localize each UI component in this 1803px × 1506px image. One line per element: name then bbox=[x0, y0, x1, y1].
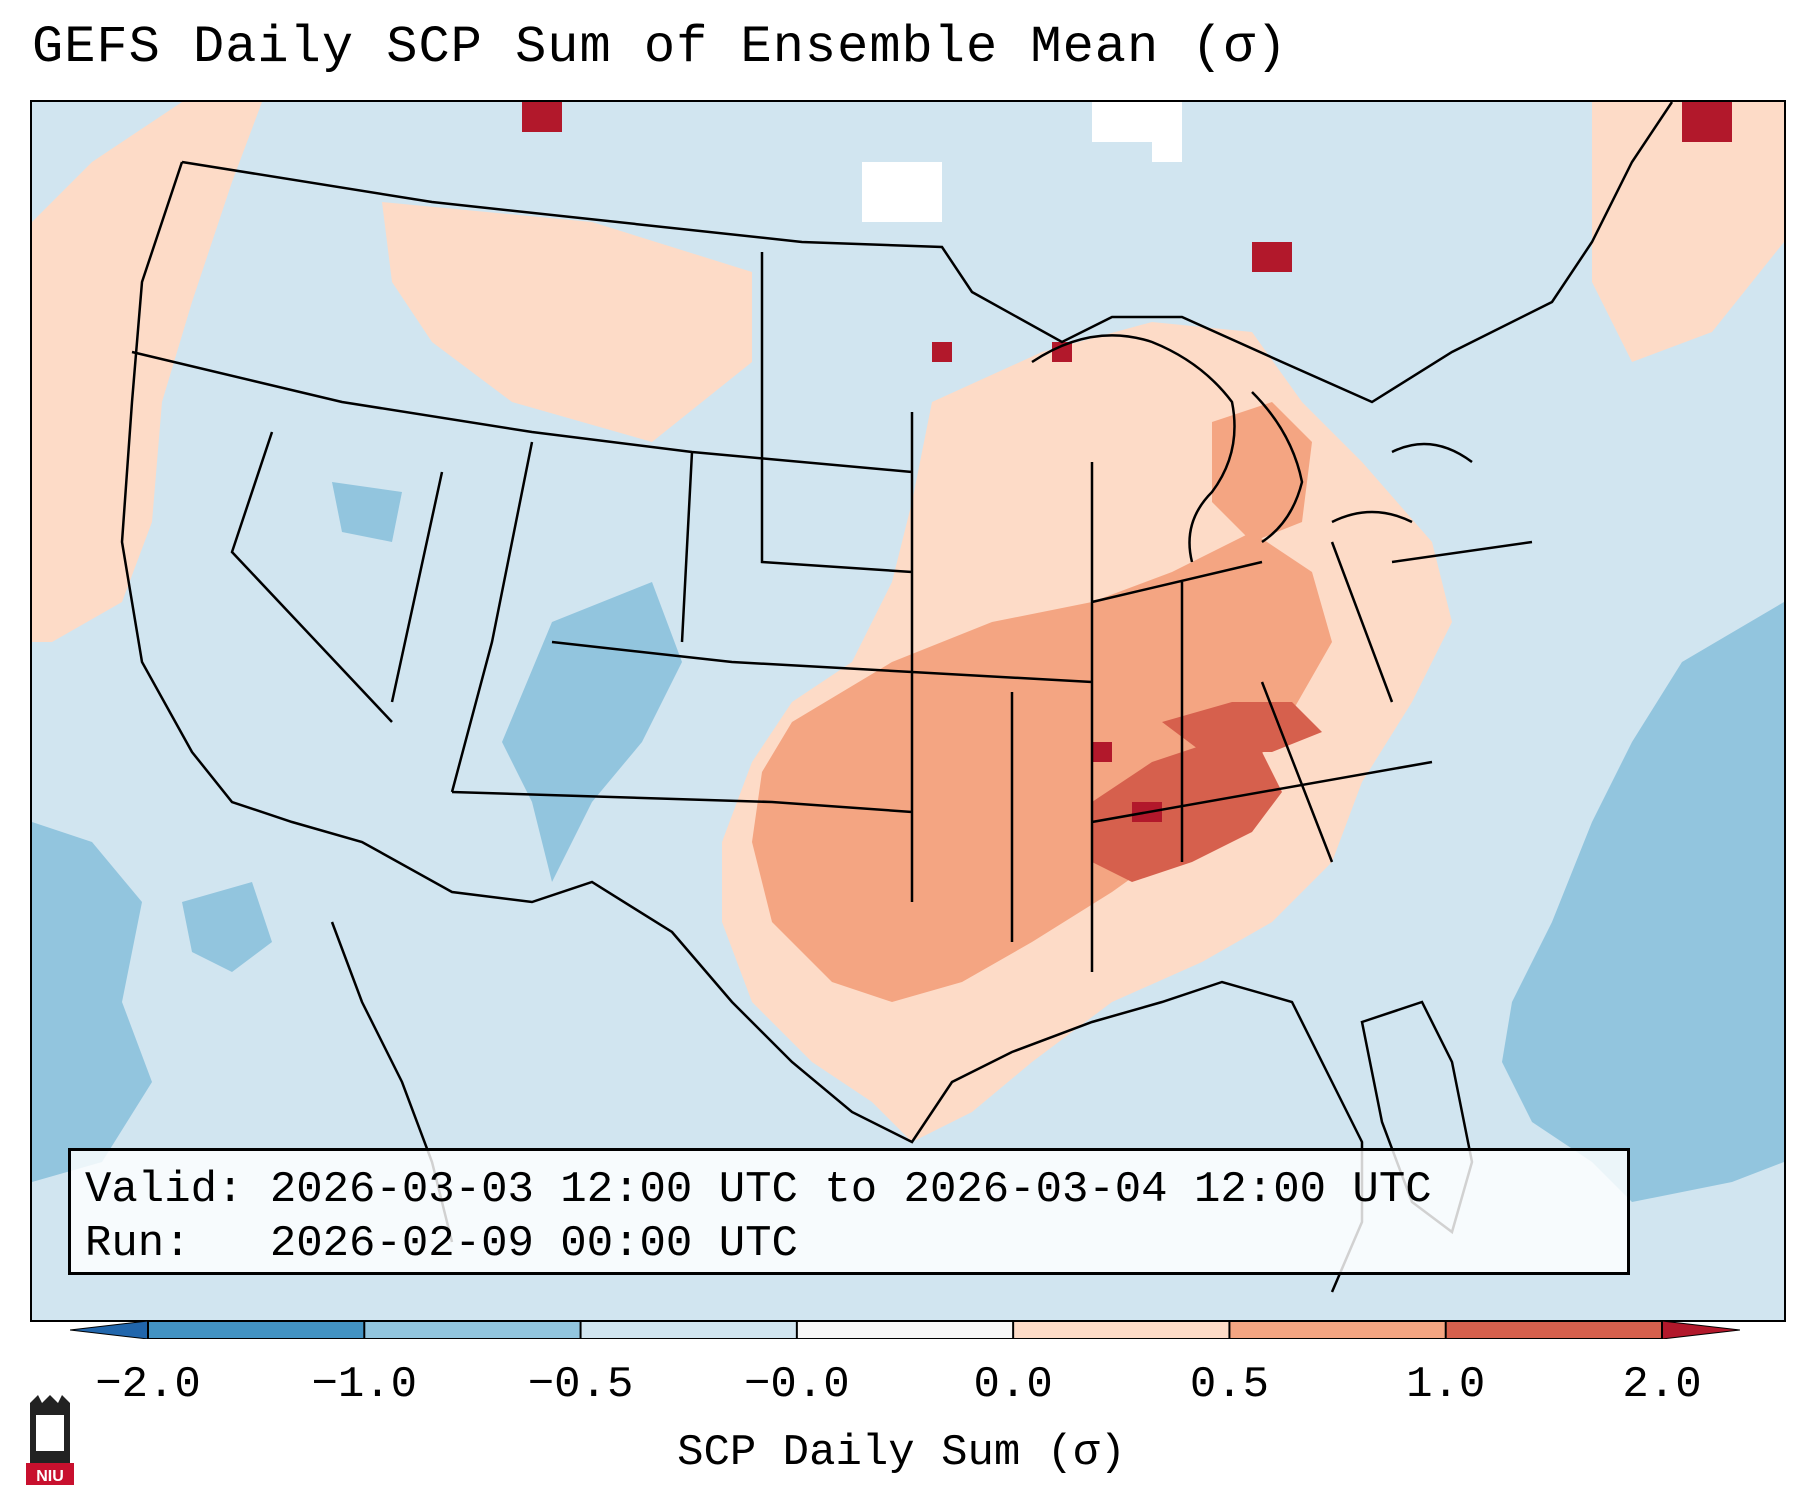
great-lakes-outline bbox=[1031, 334, 1473, 563]
chart-title: GEFS Daily SCP Sum of Ensemble Mean (σ) bbox=[32, 18, 1288, 77]
us-outline bbox=[120, 102, 1674, 1293]
colorbar-tick-label: −0.5 bbox=[527, 1360, 634, 1410]
colorbar-tick-label: 0.0 bbox=[973, 1360, 1053, 1410]
colorbar-segment bbox=[1013, 1321, 1230, 1339]
state-and-country-borders bbox=[120, 102, 1674, 1293]
valid-value: 2026-03-03 12:00 UTC to 2026-03-04 12:00… bbox=[269, 1165, 1432, 1215]
rockies-negative-patch bbox=[502, 582, 682, 882]
tennessee-valley-high-region bbox=[1162, 702, 1322, 752]
nevada-negative-patch bbox=[332, 482, 402, 542]
pacific-negative-patch bbox=[182, 882, 272, 972]
lower-mississippi-high-region bbox=[1092, 742, 1282, 882]
run-row: Run: 2026-02-09 00:00 UTC bbox=[85, 1217, 1627, 1271]
colorbar-segment bbox=[1445, 1321, 1663, 1339]
colorbar-tick-label: −1.0 bbox=[311, 1360, 418, 1410]
run-value: 2026-02-09 00:00 UTC bbox=[269, 1219, 798, 1269]
colorbar-segment bbox=[1229, 1321, 1447, 1339]
logo-text: NIU bbox=[36, 1468, 64, 1485]
valid-time-box: Valid: 2026-03-03 12:00 UTC to 2026-03-0… bbox=[68, 1148, 1630, 1275]
colorbar-under-arrow bbox=[70, 1321, 149, 1339]
colorbar-segment bbox=[580, 1321, 798, 1339]
colorbar-label: SCP Daily Sum (σ) bbox=[677, 1428, 1126, 1478]
colorbar-tick-label: −0.0 bbox=[744, 1360, 850, 1410]
colorbar-tick-label: 2.0 bbox=[1622, 1360, 1702, 1410]
logo-banner-shape bbox=[26, 1463, 74, 1485]
state-border-lines bbox=[131, 252, 1533, 972]
neutral-cells bbox=[862, 102, 1182, 222]
logo-crenel-shape bbox=[30, 1395, 70, 1403]
quebec-positive-region bbox=[1592, 102, 1784, 362]
valid-label: Valid: bbox=[85, 1165, 244, 1215]
extreme-positive-cells bbox=[522, 102, 1732, 822]
colorbar-over-arrow bbox=[1661, 1321, 1740, 1339]
colorbar-segment bbox=[796, 1321, 1014, 1339]
pacific-northwest-positive-region bbox=[32, 102, 262, 642]
atlantic-negative-region bbox=[1502, 602, 1784, 1202]
colorbar-tick-label: 1.0 bbox=[1406, 1360, 1486, 1410]
map-canvas bbox=[32, 102, 1784, 1320]
colorbar bbox=[70, 1321, 1740, 1339]
map-panel bbox=[30, 100, 1786, 1322]
colorbar-segment bbox=[148, 1321, 365, 1339]
valid-row: Valid: 2026-03-03 12:00 UTC to 2026-03-0… bbox=[85, 1163, 1627, 1217]
colorbar-tick-label: −2.0 bbox=[95, 1360, 201, 1410]
colorbar-segment bbox=[364, 1321, 582, 1339]
pacific-negative-region bbox=[32, 822, 152, 1182]
montana-positive-region bbox=[382, 202, 752, 442]
colorbar-tick-label: 0.5 bbox=[1189, 1360, 1270, 1410]
southern-plains-moderate-region bbox=[752, 532, 1332, 1002]
logo-window-shape bbox=[36, 1415, 64, 1451]
run-label: Run: bbox=[85, 1219, 191, 1269]
university-logo-icon: NIU bbox=[26, 1395, 74, 1485]
